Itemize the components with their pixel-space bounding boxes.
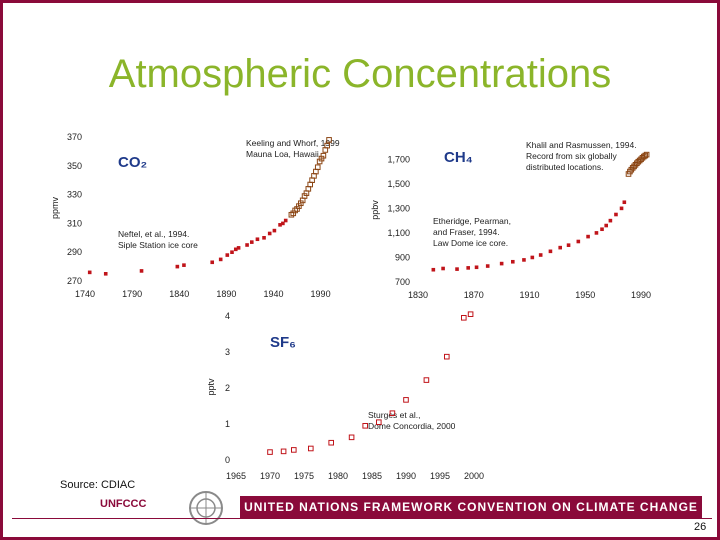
footer-divider bbox=[12, 518, 712, 519]
un-emblem-icon bbox=[189, 491, 223, 525]
unfccc-logo: UNFCCC bbox=[100, 498, 147, 510]
page-title: Atmospheric Concentrations bbox=[108, 52, 612, 96]
source-label: Source: CDIAC bbox=[60, 479, 136, 491]
page-number: 26 bbox=[694, 521, 707, 533]
unfccc-banner: UNITED NATIONS FRAMEWORK CONVENTION ON C… bbox=[240, 496, 702, 518]
